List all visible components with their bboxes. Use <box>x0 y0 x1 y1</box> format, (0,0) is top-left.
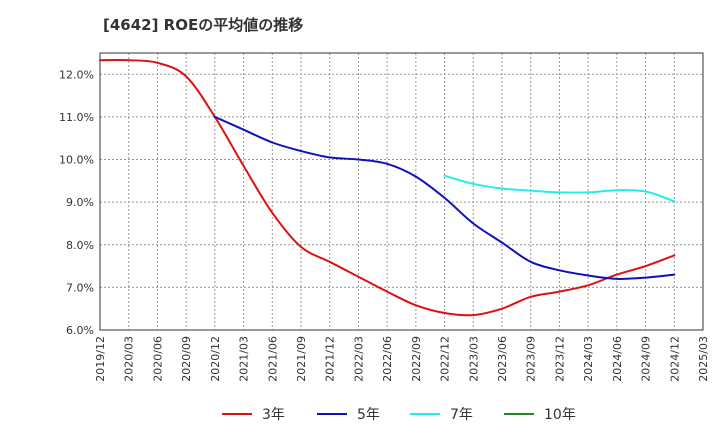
series-line-1 <box>99 59 676 317</box>
series-line-2 <box>213 115 676 280</box>
x-tick-label: 2023/12 <box>553 336 566 382</box>
x-tick-label: 2021/06 <box>266 336 279 382</box>
y-tick-label: 12.0% <box>59 68 94 81</box>
x-tick-label: 2022/06 <box>381 336 394 382</box>
x-tick-label: 2023/09 <box>525 336 538 382</box>
x-tick-label: 2023/06 <box>496 336 509 382</box>
x-tick-label: 2024/12 <box>668 336 681 382</box>
x-tick-label: 2020/12 <box>209 336 222 382</box>
x-tick-label: 2021/03 <box>238 336 251 382</box>
x-tick-label: 2025/03 <box>697 336 710 382</box>
x-tick-label: 2022/12 <box>439 336 452 382</box>
y-tick-label: 11.0% <box>59 111 94 124</box>
x-tick-label: 2019/12 <box>94 336 107 382</box>
y-tick-label: 10.0% <box>59 154 94 167</box>
legend-label: 5年 <box>357 407 380 423</box>
x-tick-label: 2022/09 <box>410 336 423 382</box>
chart-title: [4642] ROEの平均値の推移 <box>103 16 304 34</box>
x-tick-label: 2020/09 <box>180 336 193 382</box>
plot-area <box>100 53 703 330</box>
x-tick-label: 2024/03 <box>582 336 595 382</box>
y-tick-label: 8.0% <box>66 239 94 252</box>
y-tick-label: 9.0% <box>66 196 94 209</box>
y-tick-label: 6.0% <box>66 324 94 337</box>
legend-label: 10年 <box>544 407 576 423</box>
x-tick-label: 2024/09 <box>640 336 653 382</box>
x-tick-label: 2024/06 <box>611 336 624 382</box>
x-tick-label: 2021/12 <box>324 336 337 382</box>
x-tick-label: 2023/03 <box>467 336 480 382</box>
x-tick-label: 2020/03 <box>123 336 136 382</box>
legend-label: 7年 <box>450 407 473 423</box>
x-tick-label: 2020/06 <box>151 336 164 382</box>
legend-label: 3年 <box>262 407 285 423</box>
y-tick-label: 7.0% <box>66 281 94 294</box>
x-tick-label: 2021/09 <box>295 336 308 382</box>
series-line-3 <box>443 174 676 203</box>
plot-frame <box>99 52 704 331</box>
x-tick-label: 2022/03 <box>352 336 365 382</box>
